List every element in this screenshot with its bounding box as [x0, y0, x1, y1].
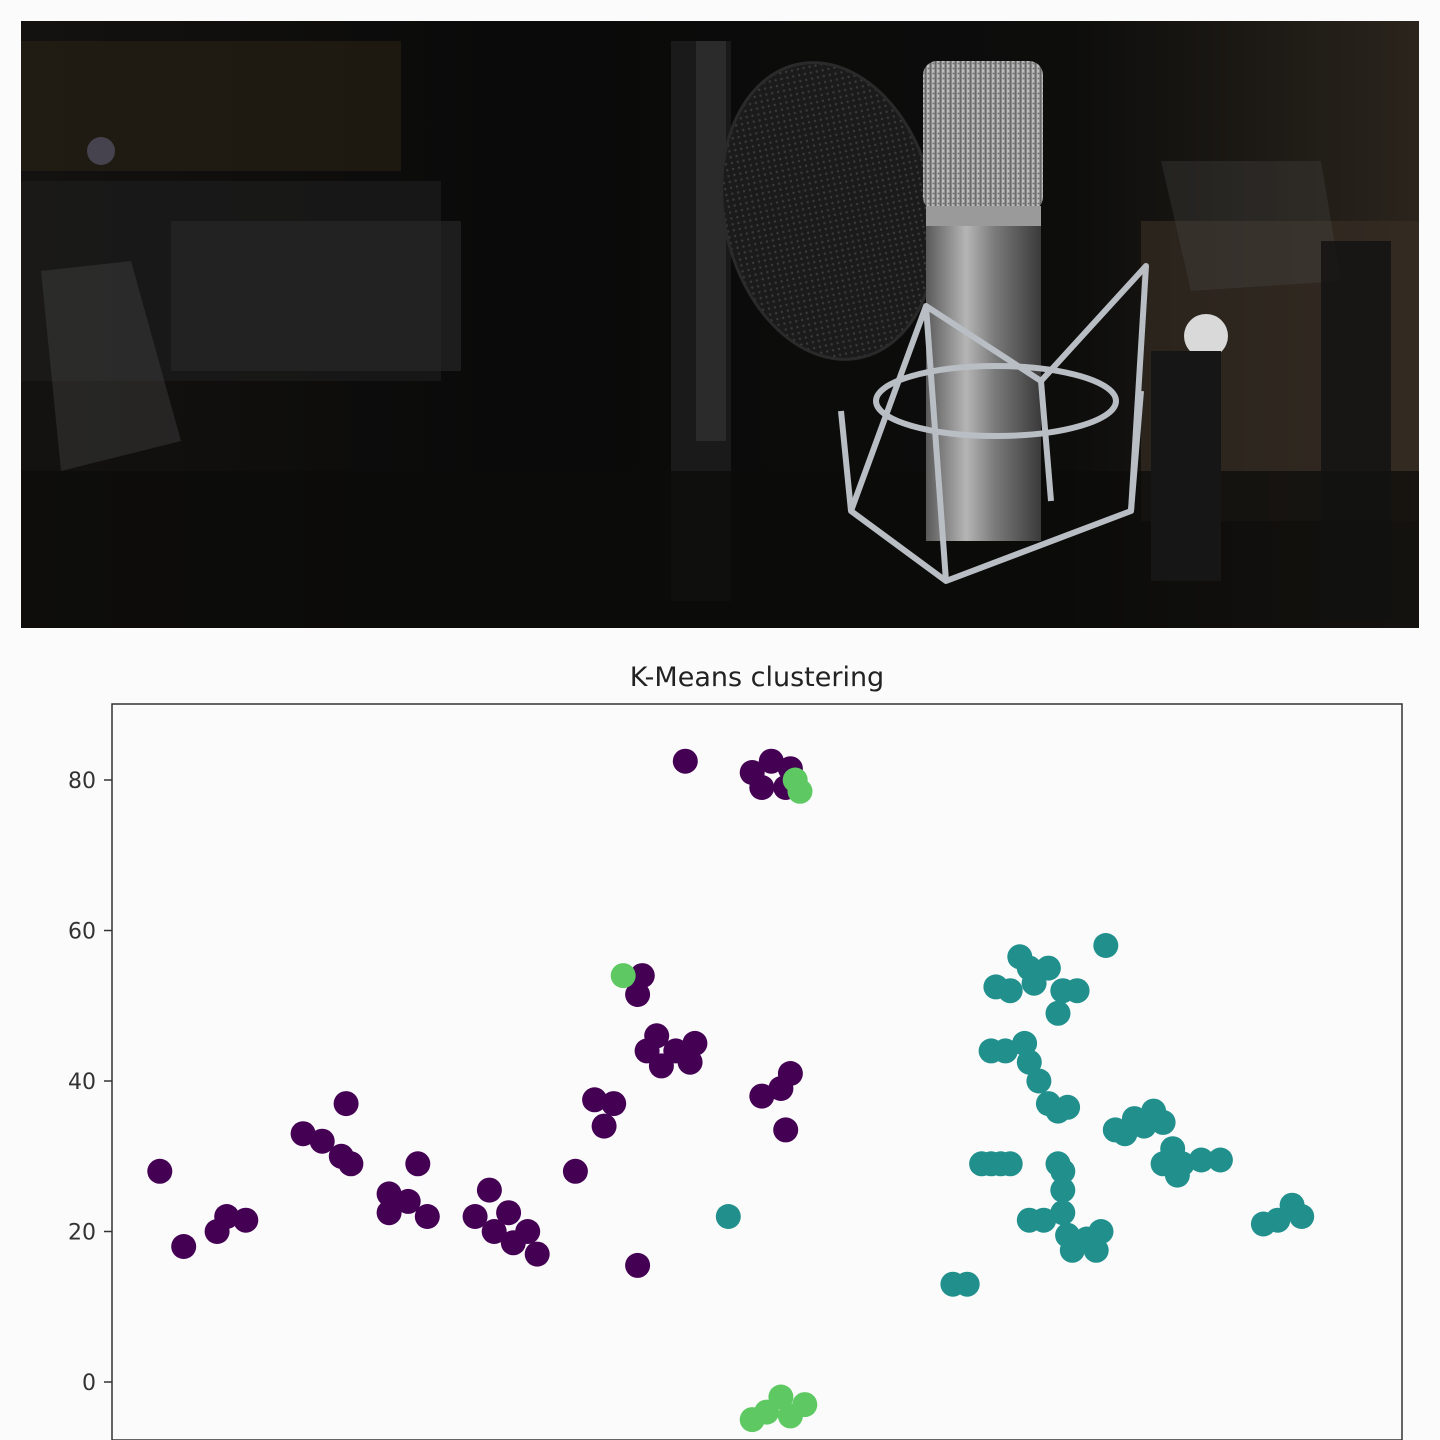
- scatter-point-cluster-0-21: [524, 1241, 550, 1267]
- scatter-point-cluster-2-2: [787, 778, 813, 804]
- scatter-point-cluster-0-33: [682, 1030, 708, 1056]
- chart-canvas: K-Means clustering 0 20 40 60 80: [68, 662, 1403, 1440]
- scatter-point-cluster-1-20: [1035, 955, 1061, 981]
- scatter-point-cluster-0-24: [591, 1113, 617, 1139]
- scatter-point-cluster-0-1: [171, 1234, 197, 1259]
- scatter-point-cluster-0-35: [672, 748, 698, 774]
- scatter-point-cluster-0-11: [376, 1200, 402, 1226]
- scatter-point-cluster-0-15: [462, 1204, 488, 1229]
- scatter-point-cluster-1-21: [1045, 1000, 1071, 1026]
- scatter-point-cluster-1-28: [1050, 1200, 1076, 1226]
- scatter-point-cluster-0-17: [481, 1219, 507, 1244]
- scatter-point-cluster-1-6: [997, 1151, 1023, 1177]
- scatter-point-cluster-1-32: [1083, 1237, 1109, 1263]
- scatter-point-cluster-1-47: [1207, 1147, 1233, 1173]
- scatter-point-cluster-1-16: [997, 978, 1023, 1004]
- scatter-point-cluster-1-9: [1012, 1030, 1038, 1056]
- scatter-point-cluster-0-16: [476, 1177, 502, 1203]
- scatter-point-cluster-1-51: [1289, 1204, 1315, 1229]
- scatter-point-cluster-1-2: [954, 1271, 980, 1297]
- scatter-point-cluster-1-0: [715, 1204, 741, 1229]
- y-axis: 0 20 40 60 80: [68, 769, 112, 1396]
- scatter-point-cluster-0-32: [677, 1049, 703, 1075]
- scatter-point-cluster-0-4: [233, 1207, 259, 1233]
- scatter-point-cluster-0-44: [773, 1117, 799, 1143]
- scatter-point-cluster-1-46: [1188, 1147, 1214, 1173]
- scatter-point-cluster-0-27: [629, 963, 655, 989]
- scatter-point-cluster-0-6: [309, 1128, 335, 1154]
- scatter-point-cluster-2-0: [610, 963, 636, 989]
- y-tick-label-0: 0: [82, 1371, 96, 1396]
- scatter-point-cluster-0-8: [338, 1151, 364, 1177]
- plot-frame: [111, 703, 1403, 1440]
- scatter-point-cluster-0-18: [496, 1200, 522, 1226]
- scatter-point-cluster-0-25: [601, 1091, 627, 1117]
- y-tick-label-40: 40: [68, 1070, 96, 1095]
- scatter-point-cluster-1-11: [1026, 1068, 1052, 1094]
- scatter-point-cluster-0-12: [395, 1188, 421, 1214]
- scatter-point-cluster-1-8: [992, 1038, 1018, 1064]
- scatter-point-cluster-0-20: [515, 1219, 541, 1244]
- scatter-point-cluster-2-5: [768, 1384, 794, 1410]
- scatter-point-cluster-1-24: [1093, 933, 1119, 958]
- scatter-point-cluster-1-41: [1150, 1109, 1176, 1135]
- scatter-point-cluster-1-33: [1088, 1219, 1114, 1244]
- scatter-point-cluster-0-37: [749, 775, 775, 800]
- scatter-point-cluster-0-43: [777, 1061, 803, 1086]
- y-tick-label-60: 60: [68, 920, 96, 945]
- scatter-point-cluster-1-14: [1055, 1094, 1081, 1120]
- scatter-point-cluster-0-41: [749, 1083, 775, 1109]
- scatter-point-cluster-0-9: [333, 1091, 359, 1117]
- scatter-point-cluster-1-27: [1050, 1177, 1076, 1203]
- scatter-point-cluster-0-23: [582, 1087, 608, 1113]
- y-tick-label-80: 80: [68, 769, 96, 794]
- scatter-point-cluster-0-29: [644, 1023, 670, 1049]
- microphone-photo-illustration: [21, 21, 1419, 628]
- scatter-point-cluster-1-26: [1050, 1158, 1076, 1184]
- scatter-point-cluster-1-23: [1064, 978, 1090, 1004]
- microphone-photo: [21, 21, 1419, 628]
- chart-title: K-Means clustering: [630, 662, 884, 693]
- scatter-point-cluster-2-7: [792, 1392, 818, 1418]
- scatter-point-cluster-0-13: [405, 1151, 431, 1177]
- scatter-point-cluster-0-5: [290, 1121, 316, 1147]
- scatter-point-cluster-0-22: [562, 1158, 588, 1184]
- scatter-point-cluster-0-0: [147, 1158, 173, 1184]
- scatter-point-cluster-0-26: [625, 982, 651, 1007]
- scatter-point-cluster-0-10: [376, 1181, 402, 1207]
- y-tick-label-20: 20: [68, 1221, 96, 1246]
- scatter-point-cluster-0-14: [414, 1204, 440, 1229]
- scatter-point-cluster-0-34: [625, 1252, 651, 1278]
- scatter-chart: K-Means clustering 0 20 40 60 80: [0, 640, 1440, 1440]
- scatter-point-cluster-1-10: [1016, 1049, 1042, 1075]
- scatter-point-cluster-1-35: [1031, 1207, 1057, 1233]
- scatter-points: [147, 748, 1315, 1433]
- scatter-point-cluster-0-38: [758, 748, 784, 774]
- scatter-point-cluster-0-3: [214, 1204, 240, 1229]
- scatter-point-cluster-1-45: [1169, 1151, 1195, 1177]
